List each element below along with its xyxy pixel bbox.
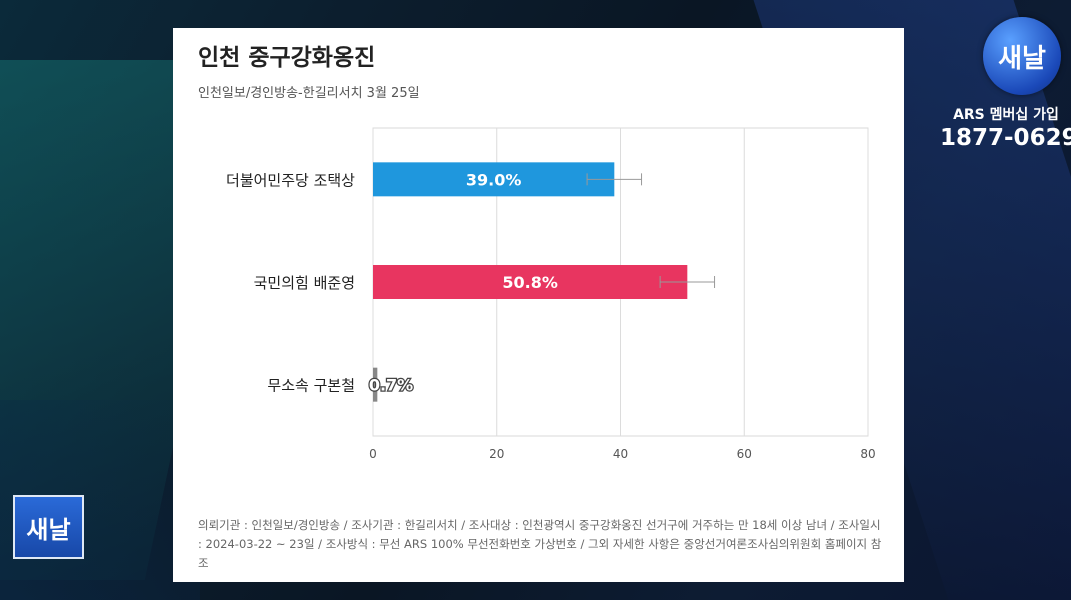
bar (373, 367, 378, 402)
channel-logo: 새날 (983, 17, 1061, 95)
bar (373, 162, 615, 197)
x-tick-label: 80 (860, 447, 875, 461)
ars-phone-number: 1877-0629 (940, 125, 1071, 151)
x-tick-label: 40 (613, 447, 628, 461)
data-label: 39.0% (466, 170, 522, 189)
channel-logo-small: 새날 (13, 495, 84, 559)
category-label: 무소속 구본철 (267, 377, 355, 395)
survey-footnote: 의뢰기관 : 인천일보/경인방송 / 조사기관 : 한길리서치 / 조사대상 :… (198, 518, 882, 570)
chart-subtitle: 인천일보/경인방송-한길리서치 3월 25일 (198, 86, 420, 101)
chart-title: 인천 중구강화옹진 (198, 45, 376, 71)
bar-chart: 0 20 40 60 80 더불어민주당 조택상 39.0% 국민의힘 배준영 50.8% 무소속… (226, 127, 876, 461)
ars-membership-label: ARS 멤버십 가입 (953, 107, 1059, 123)
chart-panel: 인천 중구강화옹진 인천일보/경인방송-한길리서치 3월 25일 0 20 40 60… (173, 28, 904, 582)
x-tick-label: 0 (369, 447, 377, 461)
category-label: 국민의힘 배준영 (254, 274, 355, 292)
data-label: 50.8% (502, 273, 558, 292)
data-label: 0.7% (369, 376, 413, 395)
x-tick-label: 20 (489, 447, 504, 461)
category-label: 더불어민주당 조택상 (226, 171, 355, 189)
x-tick-label: 60 (737, 447, 752, 461)
bar (373, 265, 688, 299)
